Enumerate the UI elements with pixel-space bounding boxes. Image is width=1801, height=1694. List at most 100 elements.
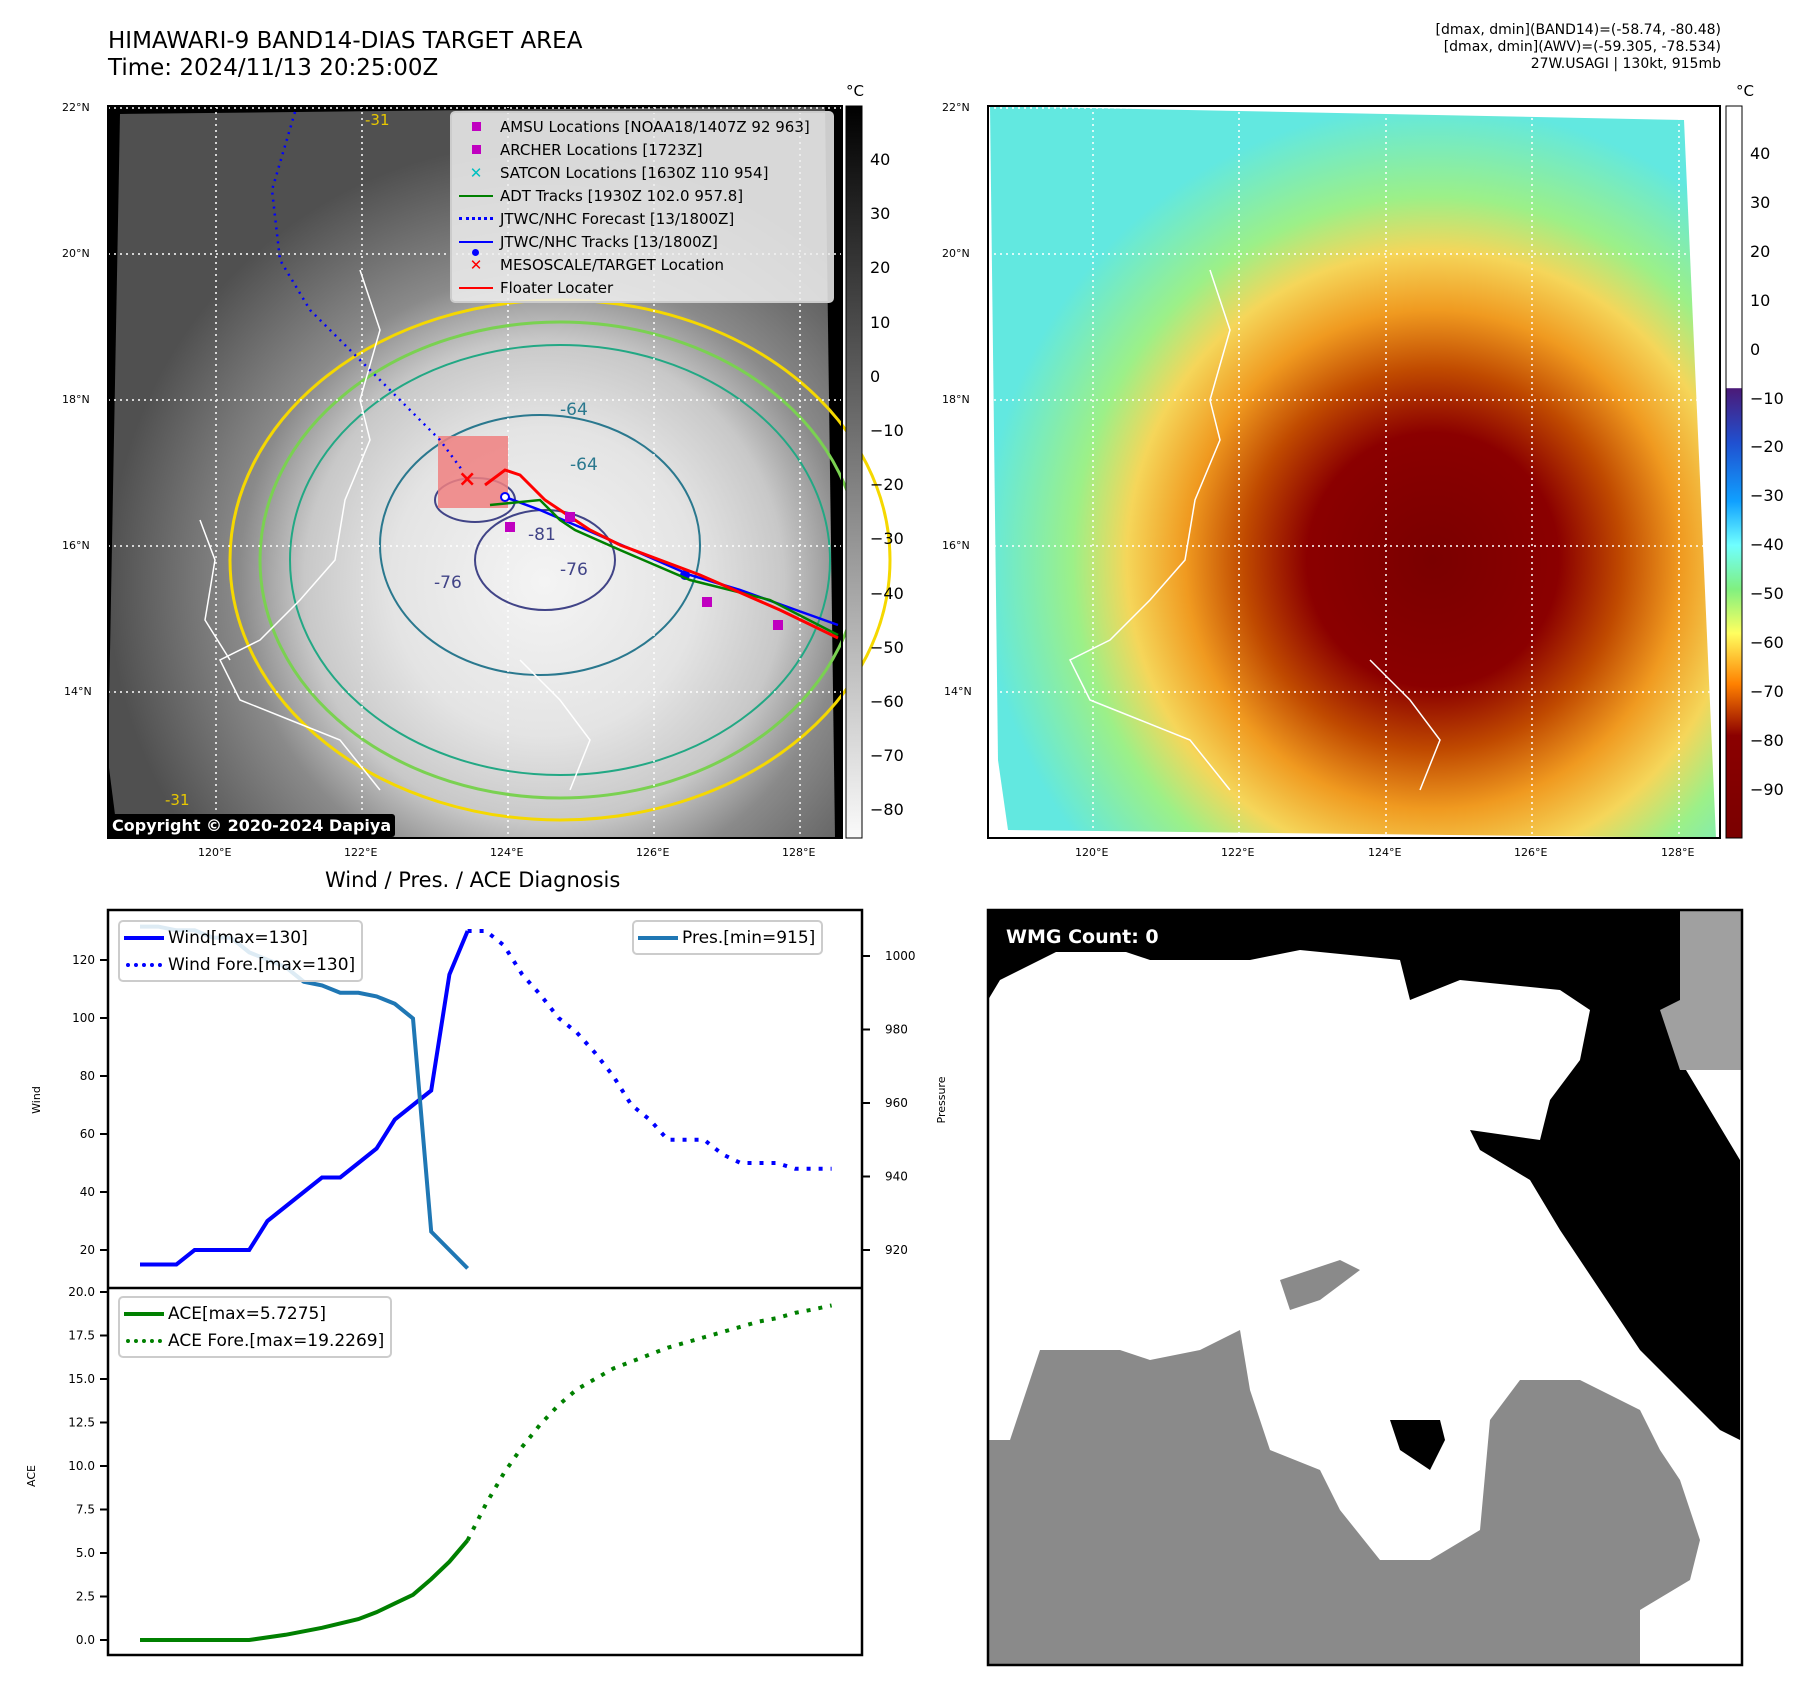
diagnosis-title: Wind / Pres. / ACE Diagnosis bbox=[325, 868, 621, 892]
lon-tick: 120°E bbox=[198, 846, 232, 859]
wind-axis-label: Wind bbox=[30, 1086, 43, 1114]
figure-title: HIMAWARI-9 BAND14-DIAS TARGET AREA Time:… bbox=[108, 28, 582, 82]
ir-colorbar-tick: −20 bbox=[870, 475, 904, 495]
wmg-gray-region bbox=[1280, 1260, 1360, 1310]
ir-colorbar-tick: −10 bbox=[870, 421, 904, 440]
x-marker-icon: ✕ bbox=[469, 163, 483, 182]
ir-colorbar-tick: −30 bbox=[870, 529, 904, 549]
legend-label: ARCHER Locations [1723Z] bbox=[500, 140, 703, 159]
ir-colorbar-tick: 20 bbox=[870, 258, 891, 278]
legend-label: Wind[max=130] bbox=[168, 927, 308, 948]
legend-label: Wind Fore.[max=130] bbox=[168, 954, 356, 975]
ace-tick-label: 10.0 bbox=[68, 1459, 95, 1473]
ir-map-frame bbox=[107, 105, 843, 839]
lon-tick: 124°E bbox=[1368, 846, 1402, 859]
awv-colorbar-tick: −80 bbox=[1750, 730, 1784, 750]
contour-label: -76 bbox=[560, 560, 588, 580]
storm-summary: 27W.USAGI | 130kt, 915mb bbox=[1530, 56, 1721, 72]
legend-item-mesoscale: ✕ MESOSCALE/TARGET Location bbox=[452, 253, 832, 276]
lat-tick: 22°N bbox=[942, 101, 970, 114]
ace-axis-label: ACE bbox=[25, 1465, 38, 1487]
legend-label: SATCON Locations [1630Z 110 954] bbox=[500, 163, 769, 182]
pressure-tick-label: 960 bbox=[885, 1096, 908, 1110]
legend-label: ACE Fore.[max=19.2269] bbox=[168, 1330, 385, 1351]
contour-label: -31 bbox=[165, 791, 190, 809]
archer-location-marker bbox=[702, 597, 712, 607]
lat-tick: 22°N bbox=[62, 101, 90, 114]
wmg-black-region bbox=[1390, 1420, 1445, 1470]
legend-item-wind: Wind[max=130] bbox=[120, 924, 355, 951]
legend-label: ADT Tracks [1930Z 102.0 957.8] bbox=[500, 186, 744, 205]
ace-tick-label: 5.0 bbox=[76, 1546, 95, 1560]
legend-label: JTWC/NHC Forecast [13/1800Z] bbox=[500, 209, 735, 228]
wind-tick-label: 120 bbox=[72, 953, 95, 967]
awv-map bbox=[987, 105, 1721, 839]
lat-tick: 16°N bbox=[62, 539, 90, 552]
awv-colorbar-tick: −50 bbox=[1750, 584, 1784, 604]
legend-label: JTWC/NHC Tracks [13/1800Z] bbox=[500, 232, 718, 251]
lat-tick: 20°N bbox=[62, 247, 90, 260]
wmg-gray-region bbox=[988, 1330, 1700, 1665]
colorbar-unit: °C bbox=[1736, 82, 1754, 100]
mesoscale-target-marker: × bbox=[458, 467, 476, 492]
awv-colorbar-tick: −60 bbox=[1750, 633, 1784, 652]
jtwc-forecast-track bbox=[270, 111, 464, 471]
map-legend: AMSU Locations [NOAA18/1407Z 92 963] ARC… bbox=[450, 111, 834, 303]
dotted-line-icon bbox=[120, 1338, 168, 1343]
ace-tick-label: 0.0 bbox=[76, 1633, 95, 1647]
coastline bbox=[199, 519, 231, 661]
ace-tick-label: 2.5 bbox=[76, 1590, 95, 1604]
wind-observed-line bbox=[140, 930, 470, 1267]
wind-forecast-line bbox=[467, 929, 832, 1171]
legend-item-amsu: AMSU Locations [NOAA18/1407Z 92 963] bbox=[452, 115, 832, 138]
wind-tick-label: 40 bbox=[80, 1185, 95, 1199]
ace-legend: ACE[max=5.7275] ACE Fore.[max=19.2269] bbox=[118, 1296, 393, 1358]
ir-colorbar-tick: −70 bbox=[870, 746, 904, 766]
ir-colorbar-tick: −80 bbox=[870, 800, 904, 820]
pressure-tick-label: 940 bbox=[885, 1170, 908, 1184]
lat-tick: 20°N bbox=[942, 247, 970, 260]
legend-label: Floater Locater bbox=[500, 278, 614, 297]
legend-item-jtwc-tracks: JTWC/NHC Tracks [13/1800Z] bbox=[452, 230, 832, 256]
ir-colorbar-tick: 30 bbox=[870, 204, 891, 224]
ace-plot: 0.0 2.5 5.0 7.5 10.0 12.5 15.0 17.5 20.0 bbox=[68, 1285, 833, 1647]
ir-colorbar-tick: −60 bbox=[870, 692, 904, 711]
contour-ring bbox=[379, 414, 701, 676]
contour-ring bbox=[474, 509, 616, 611]
solid-line-icon bbox=[634, 935, 682, 940]
pressure-tick-label: 920 bbox=[885, 1243, 908, 1257]
wind-tick-label: 20 bbox=[80, 1243, 95, 1257]
awv-colorbar bbox=[1725, 105, 1743, 839]
ir-colorbar-tick: 10 bbox=[870, 312, 891, 332]
awv-colorbar-tick: −70 bbox=[1750, 681, 1784, 701]
ace-observed-line bbox=[140, 1539, 470, 1642]
lon-tick: 124°E bbox=[490, 846, 524, 859]
lon-tick: 126°E bbox=[636, 846, 670, 859]
solid-line-icon bbox=[120, 1311, 168, 1316]
legend-item-floater: Floater Locater bbox=[452, 276, 832, 299]
archer-location-marker bbox=[773, 620, 783, 630]
legend-item-ace: ACE[max=5.7275] bbox=[120, 1300, 384, 1327]
legend-label: AMSU Locations [NOAA18/1407Z 92 963] bbox=[500, 117, 810, 136]
lon-tick: 128°E bbox=[1661, 846, 1695, 859]
coastline bbox=[519, 659, 591, 791]
ir-colorbar-tick: 40 bbox=[870, 150, 891, 169]
lon-tick: 128°E bbox=[782, 846, 816, 859]
archer-location-marker bbox=[565, 512, 575, 522]
awv-colorbar-tick: −10 bbox=[1750, 388, 1784, 408]
awv-colorbar-tick: 30 bbox=[1750, 192, 1771, 212]
dotted-line-icon bbox=[452, 217, 500, 220]
diagnosis-frame bbox=[106, 908, 864, 1657]
awv-colorbar-tick: −30 bbox=[1750, 486, 1784, 506]
lat-tick: 16°N bbox=[942, 539, 970, 552]
ace-tick-label: 17.5 bbox=[68, 1329, 95, 1343]
line-dot-marker-icon bbox=[452, 240, 500, 256]
ir-colorbar-tick: −40 bbox=[870, 583, 904, 603]
contour-label: -31 bbox=[365, 111, 390, 129]
ace-tick-label: 20.0 bbox=[68, 1285, 95, 1299]
ir-colorbar-tick: 0 bbox=[870, 366, 881, 386]
wind-legend: Wind[max=130] Wind Fore.[max=130] bbox=[118, 920, 364, 982]
pressure-tick-label: 1000 bbox=[885, 949, 916, 963]
lon-tick: 120°E bbox=[1075, 846, 1109, 859]
storm-info: [dmax, dmin](BAND14)=(-58.74, -80.48) [d… bbox=[1436, 22, 1722, 73]
